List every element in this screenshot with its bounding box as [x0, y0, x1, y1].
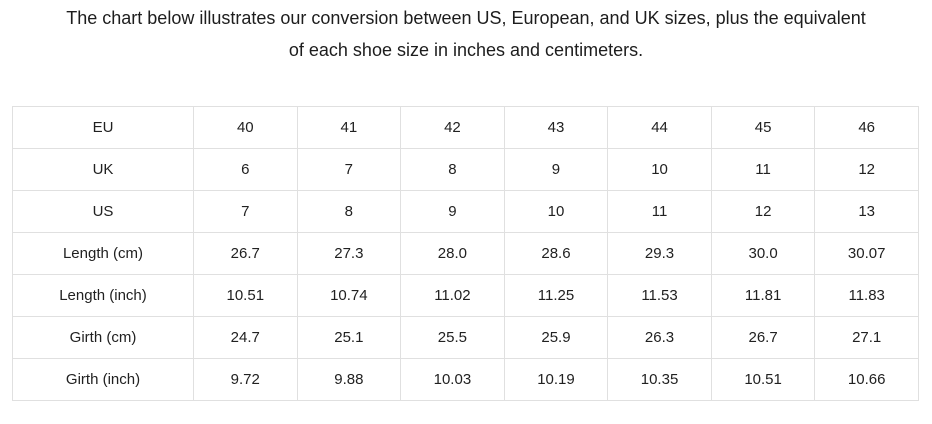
table-cell: 10.51	[710, 358, 816, 401]
table-row: UK 6 7 8 9 10 11 12	[12, 148, 919, 191]
table-row: Girth (inch) 9.72 9.88 10.03 10.19 10.35 10.51…	[12, 358, 919, 401]
table-cell: 10	[503, 190, 609, 233]
size-table-body: EU 40 41 42 43 44 45 46 UK 6 7 8 9 10 11 12 US 7 8 9 10 11 12 1…	[12, 106, 919, 401]
table-row: Length (cm) 26.7 27.3 28.0 28.6 29.3 30.0 30.07	[12, 232, 919, 275]
row-label: US	[12, 190, 194, 233]
table-cell: 10.66	[814, 358, 919, 401]
table-cell: 30.0	[710, 232, 816, 275]
table-cell: 12	[710, 190, 816, 233]
row-label: UK	[12, 148, 194, 191]
row-label: EU	[12, 106, 194, 149]
table-cell: 9.88	[296, 358, 402, 401]
table-cell: 8	[400, 148, 505, 191]
table-cell: 27.1	[814, 316, 919, 359]
row-label: Length (cm)	[12, 232, 194, 275]
table-cell: 8	[296, 190, 402, 233]
table-cell: 10.03	[400, 358, 505, 401]
table-cell: 11	[710, 148, 816, 191]
intro-line-1: The chart below illustrates our conversi…	[66, 8, 866, 28]
size-conversion-table: EU 40 41 42 43 44 45 46 UK 6 7 8 9 10 11 12 US 7 8 9 10 11 12 1…	[12, 106, 919, 401]
table-cell: 11.25	[503, 274, 609, 317]
table-cell: 7	[193, 190, 298, 233]
table-cell: 28.0	[400, 232, 505, 275]
table-cell: 9	[503, 148, 609, 191]
table-cell: 12	[814, 148, 919, 191]
intro-paragraph: The chart below illustrates our conversi…	[0, 0, 932, 66]
table-cell: 10.19	[503, 358, 609, 401]
table-cell: 45	[710, 106, 816, 149]
row-label: Length (inch)	[12, 274, 194, 317]
row-label: Girth (inch)	[12, 358, 194, 401]
table-cell: 28.6	[503, 232, 609, 275]
table-cell: 30.07	[814, 232, 919, 275]
table-cell: 24.7	[193, 316, 298, 359]
table-cell: 9.72	[193, 358, 298, 401]
table-cell: 26.7	[710, 316, 816, 359]
table-cell: 42	[400, 106, 505, 149]
intro-line-2: of each shoe size in inches and centimet…	[288, 40, 644, 60]
table-cell: 13	[814, 190, 919, 233]
table-row: Girth (cm) 24.7 25.1 25.5 25.9 26.3 26.7 27.1	[12, 316, 919, 359]
table-cell: 10	[607, 148, 712, 191]
table-cell: 26.3	[607, 316, 712, 359]
table-cell: 7	[296, 148, 402, 191]
table-cell: 25.5	[400, 316, 505, 359]
table-cell: 43	[503, 106, 609, 149]
table-row: EU 40 41 42 43 44 45 46	[12, 106, 919, 149]
table-cell: 11.83	[814, 274, 919, 317]
table-cell: 10.35	[607, 358, 712, 401]
row-label: Girth (cm)	[12, 316, 194, 359]
table-cell: 10.51	[193, 274, 298, 317]
table-row: Length (inch) 10.51 10.74 11.02 11.25 11.53 11…	[12, 274, 919, 317]
table-cell: 11	[607, 190, 712, 233]
table-cell: 46	[814, 106, 919, 149]
table-cell: 9	[400, 190, 505, 233]
table-cell: 11.02	[400, 274, 505, 317]
table-cell: 44	[607, 106, 712, 149]
table-cell: 11.81	[710, 274, 816, 317]
table-cell: 29.3	[607, 232, 712, 275]
table-cell: 40	[193, 106, 298, 149]
table-cell: 26.7	[193, 232, 298, 275]
table-cell: 10.74	[296, 274, 402, 317]
table-row: US 7 8 9 10 11 12 13	[12, 190, 919, 233]
table-cell: 25.1	[296, 316, 402, 359]
table-cell: 11.53	[607, 274, 712, 317]
table-cell: 41	[296, 106, 402, 149]
table-cell: 25.9	[503, 316, 609, 359]
table-cell: 27.3	[296, 232, 402, 275]
table-cell: 6	[193, 148, 298, 191]
